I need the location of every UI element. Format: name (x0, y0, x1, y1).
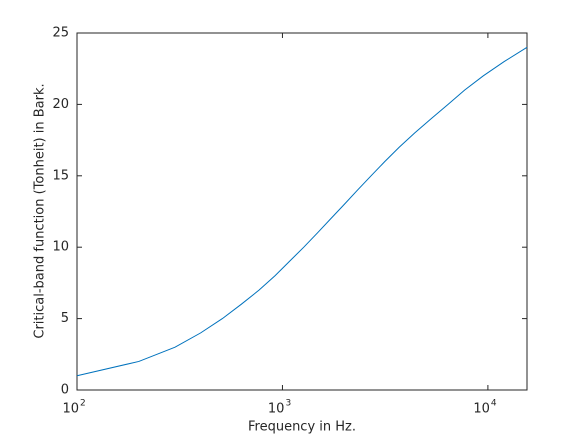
x-tick-label: 10 (62, 402, 79, 417)
x-tick-exponent: 3 (285, 399, 291, 409)
x-tick-label: 10 (268, 402, 285, 417)
axes-box (76, 32, 528, 391)
x-tick-exponent: 4 (491, 399, 497, 409)
y-tick-label: 10 (52, 240, 69, 255)
data-line (76, 46, 528, 377)
y-tick-label: 15 (52, 168, 69, 183)
x-axis-label: Frequency in Hz. (248, 420, 356, 435)
x-tick-label: 10 (473, 402, 490, 417)
y-tick-label: 25 (52, 26, 69, 41)
y-tick-label: 20 (52, 97, 69, 112)
y-axis-label: Critical-band function (Tonheit) in Bark… (33, 83, 48, 338)
y-tick-label: 0 (61, 383, 69, 398)
x-tick-exponent: 2 (80, 399, 86, 409)
y-tick-label: 5 (61, 311, 69, 326)
